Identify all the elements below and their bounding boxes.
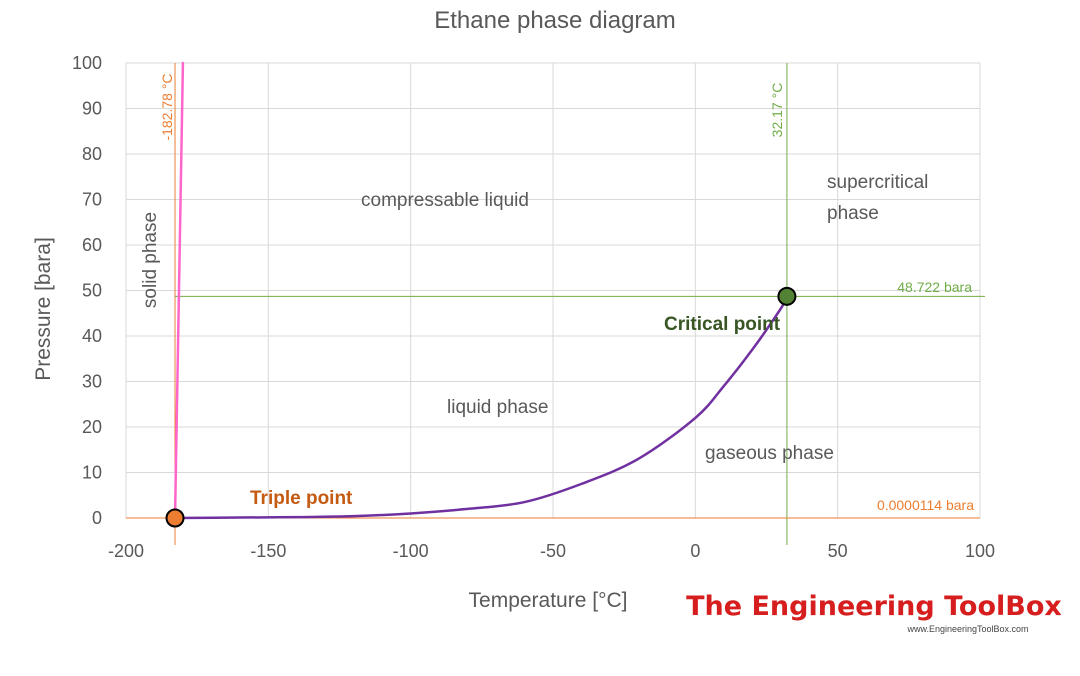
- region-gaseous-phase: gaseous phase: [705, 443, 834, 464]
- melting-curve: [173, 61, 185, 520]
- y-axis-label: Pressure [bara]: [32, 237, 55, 381]
- y-tick-label: 30: [82, 372, 102, 392]
- x-tick-label: 100: [965, 541, 995, 561]
- x-axis-label: Temperature [°C]: [469, 589, 628, 612]
- engineering-toolbox-url: www.EngineeringToolBox.com: [906, 624, 1028, 634]
- region-supercritical-phase: supercritical phase: [827, 172, 928, 224]
- x-tick-label: 50: [828, 541, 848, 561]
- reference-lines-layer: -182.78 °C 32.17 °C 48.722 bara 0.0000114 b…: [126, 63, 985, 545]
- x-tick-label: -200: [108, 541, 144, 561]
- critical-point-label: Critical point: [664, 314, 781, 335]
- x-tick-label: -50: [540, 541, 566, 561]
- critical-point-marker: [777, 286, 797, 306]
- triple-point-label: Triple point: [250, 488, 353, 509]
- y-tick-label: 0: [92, 508, 102, 528]
- y-tick-label: 20: [82, 417, 102, 437]
- grid-layer: 0 10 20 30 40 50 60 70 80 90 100 -200 -150 -100 -50 0 50…: [72, 53, 995, 561]
- chart-title: Ethane phase diagram: [434, 7, 676, 34]
- x-tick-label: 0: [690, 541, 700, 561]
- reference-label-critical-pressure: 48.722 bara: [897, 279, 972, 295]
- reference-label-triple-pressure: 0.0000114 bara: [877, 497, 974, 513]
- x-tick-label: -150: [250, 541, 286, 561]
- reference-label-triple-temperature: -182.78 °C: [159, 73, 175, 140]
- y-tick-label: 80: [82, 144, 102, 164]
- region-compressable-liquid: compressable liquid: [361, 190, 529, 211]
- vapor-pressure-curve: [173, 295, 789, 520]
- y-tick-label: 10: [82, 463, 102, 483]
- y-tick-label: 90: [82, 99, 102, 119]
- points-layer: [165, 286, 797, 528]
- y-tick-label: 40: [82, 326, 102, 346]
- reference-label-critical-temperature: 32.17 °C: [769, 83, 785, 138]
- y-tick-label: 70: [82, 190, 102, 210]
- y-tick-label: 60: [82, 235, 102, 255]
- labels-layer: Triple point Critical point solid phase com…: [140, 172, 928, 509]
- triple-point-marker: [165, 508, 185, 528]
- region-liquid-phase: liquid phase: [447, 397, 548, 418]
- y-tick-label: 50: [82, 281, 102, 301]
- y-tick-label: 100: [72, 53, 102, 73]
- engineering-toolbox-logo: The Engineering ToolBox: [686, 591, 1062, 622]
- series-layer: [173, 61, 789, 520]
- region-solid-phase: solid phase: [140, 212, 161, 308]
- x-tick-label: -100: [393, 541, 429, 561]
